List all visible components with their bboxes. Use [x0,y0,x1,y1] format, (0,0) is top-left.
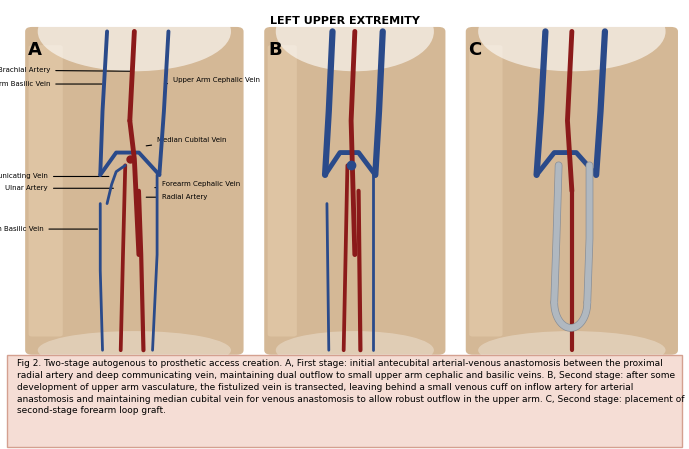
Text: Brachial Artery: Brachial Artery [0,67,132,73]
Ellipse shape [478,0,666,71]
Ellipse shape [478,331,666,370]
Text: Radial Artery: Radial Artery [146,194,207,200]
FancyBboxPatch shape [7,355,682,447]
Text: Deep Communicating Vein: Deep Communicating Vein [0,173,109,180]
Text: B: B [269,41,282,59]
Text: A: A [28,41,41,59]
FancyBboxPatch shape [264,27,446,355]
FancyBboxPatch shape [268,45,297,337]
Text: C: C [469,41,482,59]
FancyBboxPatch shape [25,27,244,355]
Text: LEFT UPPER EXTREMITY: LEFT UPPER EXTREMITY [269,16,420,26]
Ellipse shape [38,331,231,370]
Text: Ulnar Artery: Ulnar Artery [6,185,114,191]
Text: Median Cubital Vein: Median Cubital Vein [146,137,227,146]
Text: Upper Arm Basilic Vein: Upper Arm Basilic Vein [0,81,102,87]
Ellipse shape [276,331,434,370]
FancyBboxPatch shape [466,27,678,355]
FancyBboxPatch shape [29,45,63,337]
Ellipse shape [276,0,434,71]
Text: Fig 2. Two-stage autogenous to prosthetic access creation. A, First stage: initi: Fig 2. Two-stage autogenous to prostheti… [17,359,685,415]
FancyBboxPatch shape [469,45,502,337]
Text: Forearm Cephalic Vein: Forearm Cephalic Vein [155,181,240,188]
Text: Forearm Basilic Vein: Forearm Basilic Vein [0,226,97,232]
Text: Upper Arm Cephalic Vein: Upper Arm Cephalic Vein [165,77,260,84]
Ellipse shape [38,0,231,71]
